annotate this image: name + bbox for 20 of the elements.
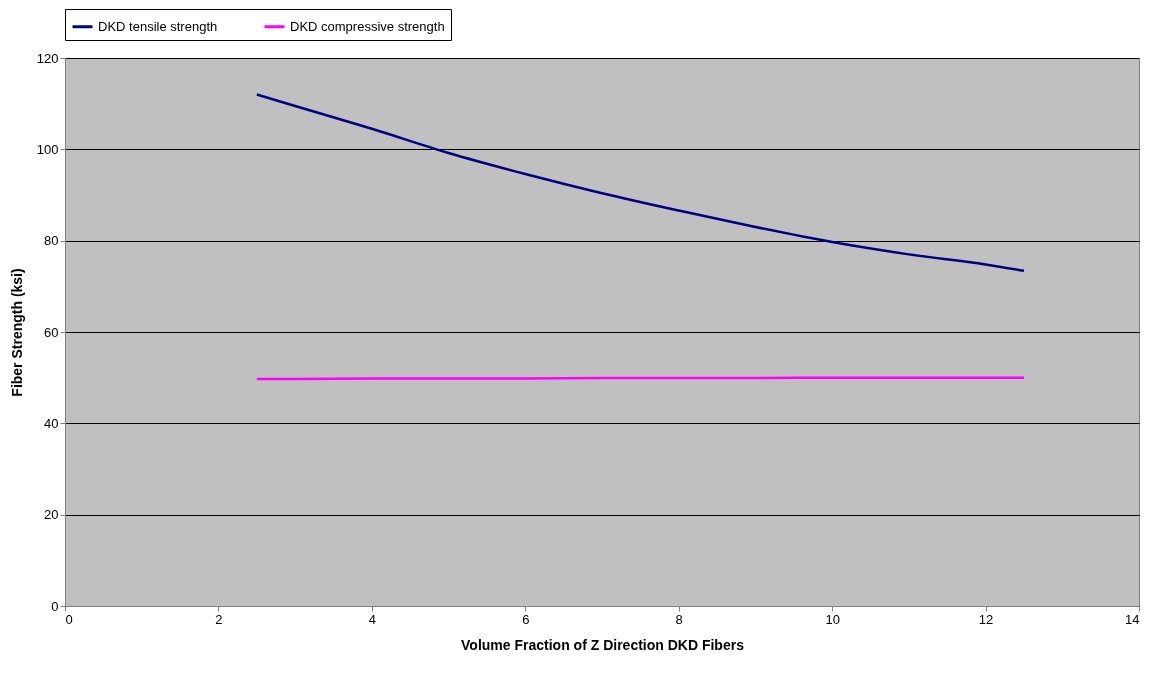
x-tick-label: 10 [825,611,840,627]
legend-label: DKD compressive strength [290,18,445,34]
y-axis-title: Fiber Strength (ksi) [8,268,25,397]
x-tick-label: 8 [675,611,683,627]
y-tick-label: 40 [44,415,59,431]
y-tick-label: 60 [44,324,59,340]
x-tick-label: 2 [215,611,223,627]
legend-label: DKD tensile strength [98,18,218,34]
x-tick-label: 6 [522,611,530,627]
y-tick-label: 120 [36,50,59,66]
y-tick-label: 0 [51,598,59,614]
line-series [255,93,1026,273]
x-tick-label: 0 [65,611,73,627]
y-tick-label: 80 [44,233,59,249]
x-axis-title: Volume Fraction of Z Direction DKD Fibers [461,636,745,653]
x-tick-label: 12 [978,611,994,627]
y-tick-label: 20 [44,507,59,523]
x-tick-label: 14 [1125,611,1140,627]
x-tick-label: 4 [368,611,376,627]
y-tick-label: 100 [36,141,59,157]
